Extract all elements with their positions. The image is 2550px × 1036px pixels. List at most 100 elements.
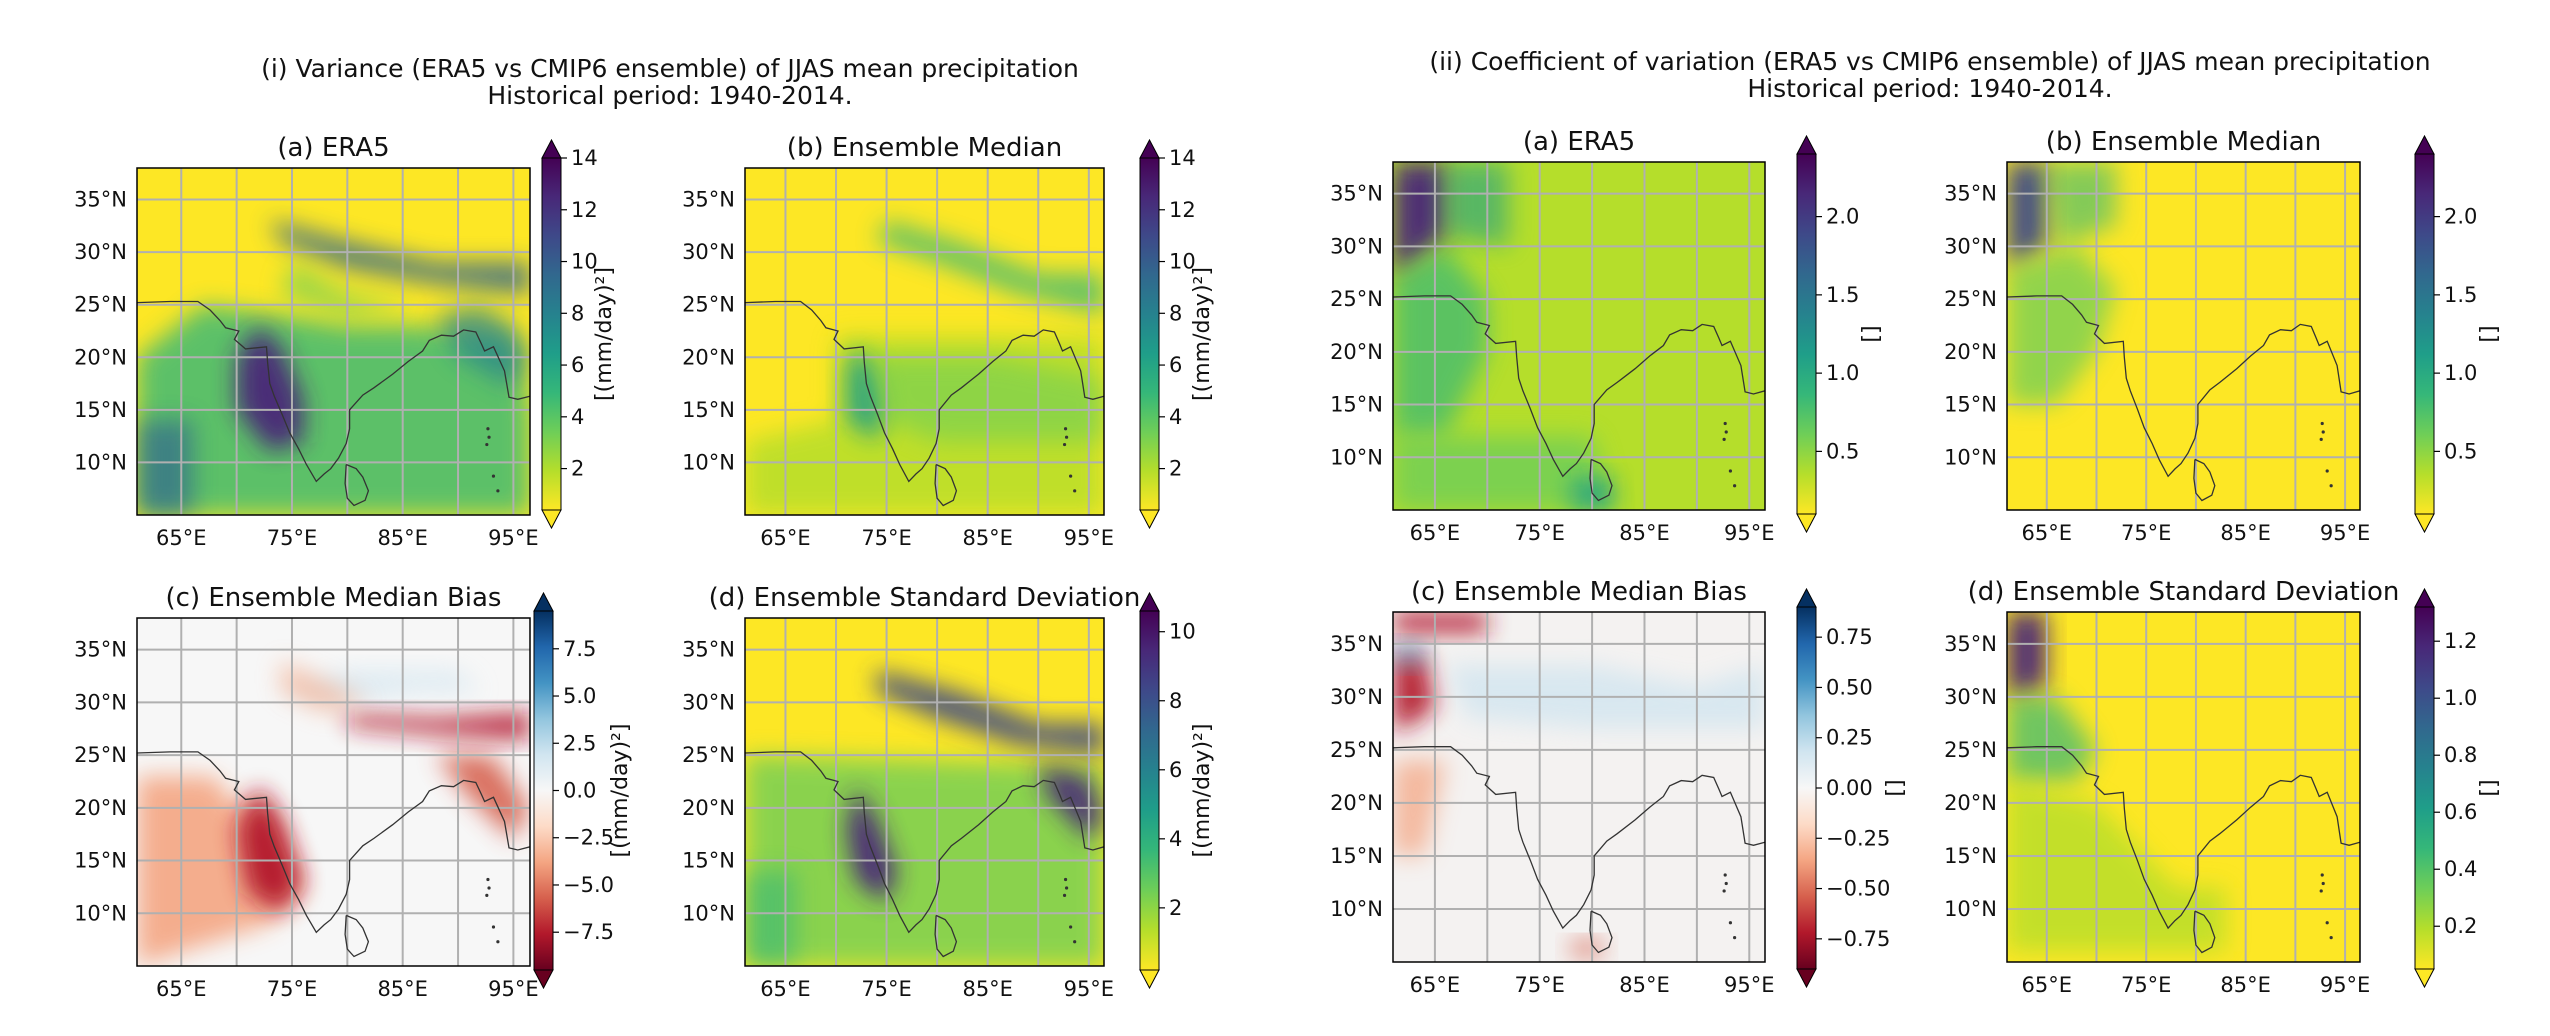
colorbar-tick-label: 7.5 (563, 637, 596, 661)
colorbar: 2 4 6 8 10 12 14 [(mm/day)²] (1139, 138, 1215, 530)
figure-title-left-line1: (i) Variance (ERA5 vs CMIP6 ensemble) of… (261, 54, 1079, 83)
colorbar-frame (2414, 153, 2435, 515)
colorbar-tick-label: 0.4 (2444, 857, 2477, 881)
y-tick-label: 20°N (682, 796, 735, 820)
island (2325, 469, 2329, 473)
y-tick-label: 25°N (74, 743, 127, 767)
island (496, 940, 500, 944)
y-tick-label: 35°N (1330, 632, 1383, 656)
panel-title: (b) Ensemble Median (787, 133, 1062, 163)
island (2319, 889, 2323, 893)
y-tick-label: 25°N (682, 743, 735, 767)
field-maximum (2007, 162, 2047, 268)
island (1063, 427, 1068, 431)
x-tick-label: 75°E (1514, 521, 1565, 545)
colorbar: 0.2 0.4 0.6 0.8 1.0 1.2 [] (2414, 587, 2502, 989)
field-maximum (846, 346, 887, 442)
x-tick-label: 95°E (1064, 526, 1115, 550)
figure-title-left-line2: Historical period: 1940-2014. (487, 81, 852, 110)
x-tick-label: 85°E (962, 526, 1013, 550)
colorbar-extend-min (541, 509, 562, 530)
y-tick-label: 30°N (74, 240, 127, 264)
panel-title: (d) Ensemble Standard Deviation (1968, 577, 2400, 607)
coastline (745, 751, 1104, 934)
colorbar-tick-label: −7.5 (563, 920, 614, 944)
colorbar-tick-label: 2 (1169, 896, 1182, 920)
gridlines (137, 168, 530, 515)
island (491, 925, 496, 929)
colorbar-frame (1139, 157, 1160, 511)
field-strong-negative (1393, 612, 1488, 634)
island (1722, 889, 1726, 893)
field-region (1393, 246, 1488, 437)
y-tick-label: 10°N (74, 901, 127, 925)
colorbar-tick-label: 0.00 (1826, 776, 1873, 800)
axes-frame (2006, 611, 2361, 963)
island (487, 435, 491, 439)
y-tick-label: 25°N (1330, 287, 1383, 311)
colorbar-tick-label: 14 (571, 146, 598, 170)
x-tick-label: 65°E (760, 526, 811, 550)
island (1733, 936, 1737, 940)
colorbar-extend-min (1796, 513, 1817, 534)
x-tick-label: 95°E (1724, 973, 1775, 997)
panel-ii-b: (b) Ensemble Median 65°E 75°E 85°E 95°E 10°N 1… (1944, 127, 2502, 545)
y-tick-label: 20°N (74, 796, 127, 820)
x-tick-label: 85°E (1619, 973, 1670, 997)
island (2321, 430, 2325, 434)
field-maximum (1393, 162, 1446, 278)
panel-ii-d: (d) Ensemble Standard Deviation 65°E 75°E 8… (1944, 577, 2502, 997)
panel-i-d: (d) Ensemble Standard Deviation 65°E 75°E 8… (682, 583, 1215, 1001)
colorbar-tick-label: 1.5 (2444, 283, 2477, 307)
x-tick-label: 85°E (2220, 973, 2271, 997)
colorbar-extend-max (2414, 134, 2435, 155)
island (491, 474, 496, 478)
colorbar-tick-label: −0.50 (1826, 877, 1890, 901)
y-tick-label: 20°N (74, 345, 127, 369)
colorbar-tick-label: 12 (1169, 198, 1196, 222)
field-region (1445, 162, 1509, 247)
colorbar-tick-label: 1.5 (1826, 283, 1859, 307)
island (2329, 484, 2333, 488)
panel-title: (a) ERA5 (1523, 127, 1635, 157)
colorbar-extend-min (2414, 513, 2435, 534)
colorbar-tick-label: 2.0 (2444, 205, 2477, 229)
y-tick-label: 10°N (74, 450, 127, 474)
axes-frame (744, 167, 1105, 516)
colorbar: 0.5 1.0 1.5 2.0 [] (2414, 134, 2502, 534)
panel-i-c: (c) Ensemble Median Bias 65°E 75°E 85°E 95°E… (74, 583, 633, 1001)
x-tick-label: 95°E (488, 977, 539, 1001)
axes-frame (136, 167, 531, 516)
island (2320, 873, 2324, 877)
field-region (2007, 246, 2117, 405)
heatmap-field (745, 618, 1104, 966)
island (485, 442, 489, 447)
y-tick-label: 15°N (1330, 393, 1383, 417)
y-tick-label: 30°N (1330, 234, 1383, 258)
y-tick-label: 30°N (1944, 234, 1997, 258)
gridlines (2007, 162, 2360, 510)
island (1073, 940, 1077, 944)
y-tick-label: 20°N (1944, 340, 1997, 364)
y-tick-label: 10°N (682, 450, 735, 474)
field-region (876, 220, 1104, 316)
colorbar-extend-max (1139, 591, 1160, 612)
sri-lanka-coastline (2193, 910, 2216, 954)
heatmap-field (2007, 162, 2360, 510)
island (1724, 881, 1728, 886)
axes-frame (136, 617, 531, 967)
y-tick-label: 15°N (682, 398, 735, 422)
colorbar-gradient (1797, 607, 1816, 969)
y-tick-label: 20°N (682, 345, 735, 369)
colorbar-extend-max (1139, 138, 1160, 159)
gridlines (745, 168, 1104, 515)
y-tick-label: 15°N (682, 849, 735, 873)
x-tick-label: 75°E (267, 977, 318, 1001)
field-strong-negative (347, 712, 530, 740)
colorbar-label: [] (2477, 779, 2502, 796)
colorbar-tick-label: 0.6 (2444, 800, 2477, 824)
axes-frame (1392, 161, 1766, 511)
colorbar-label: [(mm/day)²] (592, 267, 617, 401)
x-tick-label: 75°E (861, 977, 912, 1001)
y-tick-label: 20°N (1330, 791, 1383, 815)
